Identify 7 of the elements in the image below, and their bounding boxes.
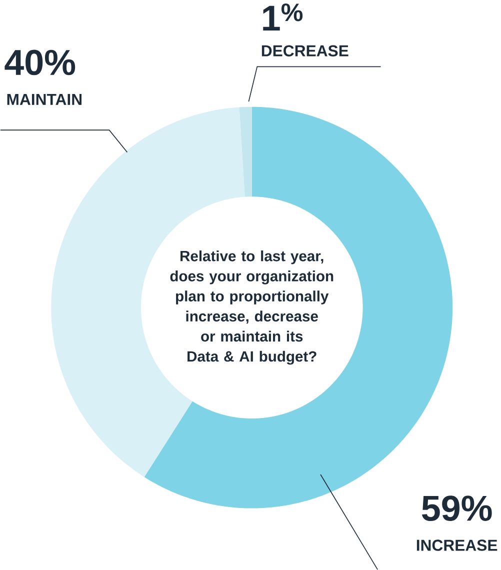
data-label: 40%	[4, 50, 75, 76]
slice-label: INCREASE	[416, 540, 497, 551]
slice-label: MAINTAIN	[7, 94, 82, 105]
data-label: 59%	[422, 496, 492, 522]
data-label: 1$^{%}$	[263, 4, 302, 31]
slice-label: DECREASE	[262, 45, 348, 56]
text: Relative to last year, does your organization plan to proportionally increase, decrease or maintain its Data & AI budget?	[170, 250, 333, 365]
